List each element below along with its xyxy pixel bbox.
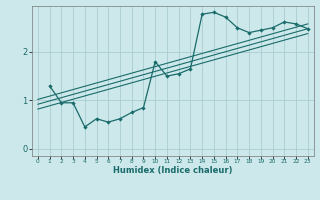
X-axis label: Humidex (Indice chaleur): Humidex (Indice chaleur) [113, 166, 233, 175]
